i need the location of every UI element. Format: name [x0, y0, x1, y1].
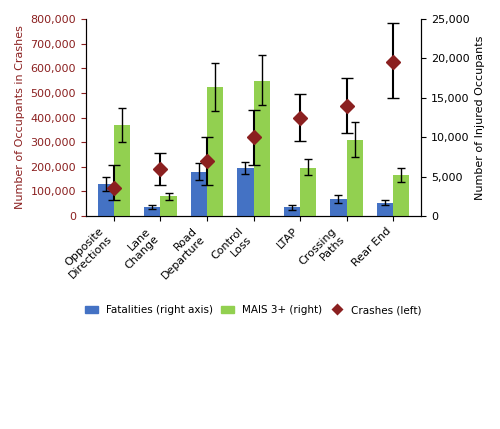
- Bar: [237, 168, 254, 216]
- Bar: [144, 208, 160, 216]
- Bar: [190, 172, 207, 216]
- Bar: [160, 196, 176, 216]
- Bar: [114, 125, 130, 216]
- Bar: [377, 202, 393, 216]
- Bar: [346, 140, 363, 216]
- Bar: [284, 208, 300, 216]
- Legend: Fatalities (right axis), MAIS 3+ (right), Crashes (left): Fatalities (right axis), MAIS 3+ (right)…: [81, 301, 426, 319]
- Bar: [98, 184, 114, 216]
- Bar: [300, 168, 316, 216]
- Bar: [207, 87, 223, 216]
- Bar: [393, 175, 409, 216]
- Bar: [254, 81, 270, 216]
- Y-axis label: Number of Injured Occupants: Number of Injured Occupants: [475, 35, 485, 200]
- Bar: [330, 199, 346, 216]
- Y-axis label: Number of Occupants in Crashes: Number of Occupants in Crashes: [15, 26, 25, 209]
